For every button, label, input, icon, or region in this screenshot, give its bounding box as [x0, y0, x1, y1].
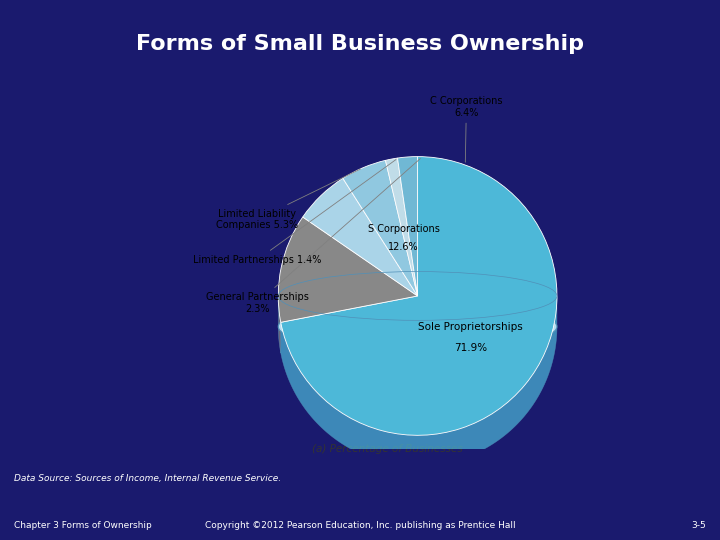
Wedge shape: [281, 157, 557, 435]
Wedge shape: [385, 158, 418, 296]
Text: Limited Liability
Companies 5.3%: Limited Liability Companies 5.3%: [216, 169, 361, 230]
Wedge shape: [303, 178, 418, 296]
Wedge shape: [343, 160, 418, 296]
Text: Data Source: Sources of Income, Internal Revenue Service.: Data Source: Sources of Income, Internal…: [14, 474, 282, 483]
Polygon shape: [278, 296, 281, 353]
Polygon shape: [281, 296, 557, 466]
Text: 71.9%: 71.9%: [454, 342, 487, 353]
Text: Chapter 3 Forms of Ownership: Chapter 3 Forms of Ownership: [14, 521, 152, 530]
Text: C Corporations
6.4%: C Corporations 6.4%: [430, 96, 503, 162]
Text: (a) Percentage of Businesses: (a) Percentage of Businesses: [312, 444, 462, 454]
Ellipse shape: [278, 302, 557, 351]
Text: Sole Proprietorships: Sole Proprietorships: [418, 322, 523, 332]
Text: General Partnerships
2.3%: General Partnerships 2.3%: [206, 159, 420, 314]
Text: Forms of Small Business Ownership: Forms of Small Business Ownership: [136, 33, 584, 54]
Text: 12.6%: 12.6%: [388, 242, 419, 252]
Text: S Corporations: S Corporations: [368, 224, 440, 234]
Text: Copyright ©2012 Pearson Education, Inc. publishing as Prentice Hall: Copyright ©2012 Pearson Education, Inc. …: [204, 521, 516, 530]
Wedge shape: [278, 217, 418, 322]
Text: 3-5: 3-5: [691, 521, 706, 530]
Wedge shape: [397, 157, 418, 296]
Text: Limited Partnerships 1.4%: Limited Partnerships 1.4%: [193, 160, 396, 265]
